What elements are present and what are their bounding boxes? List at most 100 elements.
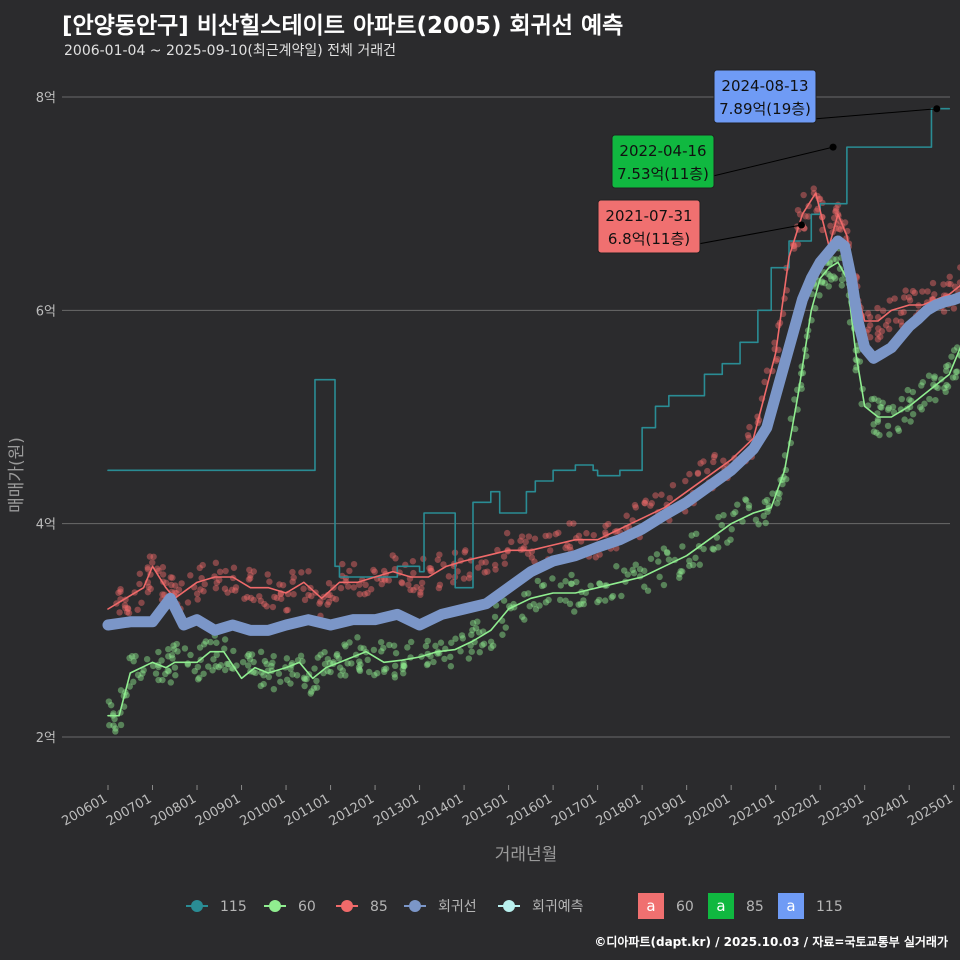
scatter-point-85 — [905, 294, 913, 301]
scatter-point-60 — [898, 395, 905, 403]
scatter-point-60 — [196, 644, 204, 651]
scatter-point-60 — [877, 403, 884, 411]
legend-label-115: 115 — [220, 899, 247, 915]
scatter-point-85 — [882, 322, 890, 329]
x-tick-label: 201301 — [371, 791, 421, 829]
scatter-point-85 — [517, 537, 524, 544]
scatter-point-60 — [745, 504, 753, 512]
scatter-point-85 — [744, 431, 752, 439]
scatter-point-60 — [791, 425, 799, 433]
scatter-point-60 — [632, 561, 639, 568]
legend-box-60 — [638, 893, 664, 919]
scatter-point-85 — [647, 502, 654, 509]
scatter-point-60 — [181, 645, 189, 652]
scatter-point-85 — [392, 555, 399, 562]
scatter-point-60 — [818, 279, 826, 286]
scatter-point-85 — [232, 587, 239, 594]
legend-box-glyph: a — [786, 897, 795, 915]
scatter-point-60 — [886, 431, 893, 438]
scatter-point-60 — [245, 651, 253, 658]
scatter-point-85 — [874, 336, 882, 343]
scatter-point-60 — [580, 597, 587, 604]
scatter-point-85 — [519, 546, 527, 553]
scatter-point-85 — [879, 307, 887, 314]
scatter-point-60 — [596, 580, 603, 588]
scatter-point-60 — [525, 590, 532, 597]
scatter-point-85 — [167, 574, 174, 581]
scatter-point-60 — [171, 664, 179, 671]
scatter-point-60 — [447, 663, 455, 670]
scatter-point-85 — [682, 477, 689, 485]
scatter-point-60 — [949, 374, 957, 381]
scatter-point-60 — [641, 567, 648, 575]
scatter-point-85 — [172, 582, 179, 589]
scatter-point-85 — [746, 423, 753, 431]
x-tick-label: 201101 — [282, 791, 332, 829]
scatter-point-85 — [440, 561, 447, 568]
scatter-point-60 — [390, 642, 398, 649]
scatter-point-85 — [704, 467, 711, 475]
scatter-point-60 — [205, 663, 212, 670]
scatter-point-60 — [117, 687, 125, 694]
scatter-point-60 — [468, 631, 475, 638]
annotation-box — [611, 134, 715, 189]
scatter-point-85 — [250, 596, 257, 604]
scatter-point-85 — [350, 560, 358, 568]
scatter-point-60 — [536, 602, 543, 609]
scatter-point-60 — [677, 568, 684, 575]
scatter-point-60 — [907, 418, 914, 425]
scatter-point-85 — [409, 558, 417, 565]
scatter-point-85 — [481, 569, 488, 576]
scatter-point-60 — [468, 648, 475, 655]
x-tick-label: 201401 — [416, 791, 466, 829]
x-tick-label: 201801 — [594, 791, 644, 829]
scatter-point-60 — [252, 669, 259, 677]
scatter-point-85 — [623, 512, 630, 519]
scatter-point-60 — [346, 639, 353, 646]
chart-title: [안양동안구] 비산힐스테이트 아파트(2005) 회귀선 예측 — [62, 13, 624, 39]
scatter-point-60 — [337, 672, 344, 679]
scatter-point-85 — [278, 595, 285, 602]
scatter-point-85 — [466, 574, 473, 582]
scatter-point-85 — [173, 589, 180, 597]
scatter-point-60 — [752, 516, 760, 524]
scatter-point-60 — [918, 382, 925, 389]
scatter-point-60 — [260, 680, 267, 688]
scatter-point-85 — [356, 581, 363, 588]
scatter-point-85 — [832, 207, 840, 214]
legend-marker-85 — [341, 900, 353, 912]
scatter-point-60 — [532, 606, 540, 613]
scatter-point-85 — [547, 547, 554, 554]
scatter-point-60 — [549, 575, 556, 582]
scatter-point-60 — [762, 519, 769, 527]
annotation-price: 6.8억(11층) — [608, 230, 690, 248]
scatter-point-60 — [373, 670, 381, 677]
scatter-point-60 — [170, 646, 178, 653]
scatter-point-85 — [900, 294, 908, 301]
scatter-point-60 — [313, 677, 320, 685]
scatter-point-85 — [301, 596, 309, 604]
scatter-point-85 — [232, 584, 240, 591]
scatter-point-60 — [557, 582, 564, 589]
scatter-point-60 — [931, 373, 938, 380]
scatter-point-60 — [530, 600, 537, 608]
scatter-point-85 — [501, 560, 509, 567]
scatter-point-60 — [348, 660, 355, 667]
scatter-point-60 — [665, 556, 673, 563]
scatter-point-60 — [297, 652, 305, 660]
scatter-point-85 — [380, 567, 388, 575]
scatter-point-60 — [696, 561, 703, 568]
scatter-point-60 — [873, 429, 880, 436]
scatter-point-60 — [207, 638, 214, 646]
scatter-point-60 — [487, 644, 495, 652]
scatter-point-60 — [301, 682, 308, 690]
scatter-point-60 — [828, 276, 835, 283]
scatter-point-85 — [184, 599, 192, 606]
scatter-point-85 — [878, 328, 886, 335]
scatter-point-60 — [381, 666, 388, 673]
scatter-point-85 — [602, 522, 609, 530]
scatter-point-60 — [250, 658, 257, 666]
scatter-point-85 — [329, 594, 336, 602]
x-axis-title: 거래년월 — [495, 845, 558, 865]
scatter-point-60 — [879, 399, 886, 407]
